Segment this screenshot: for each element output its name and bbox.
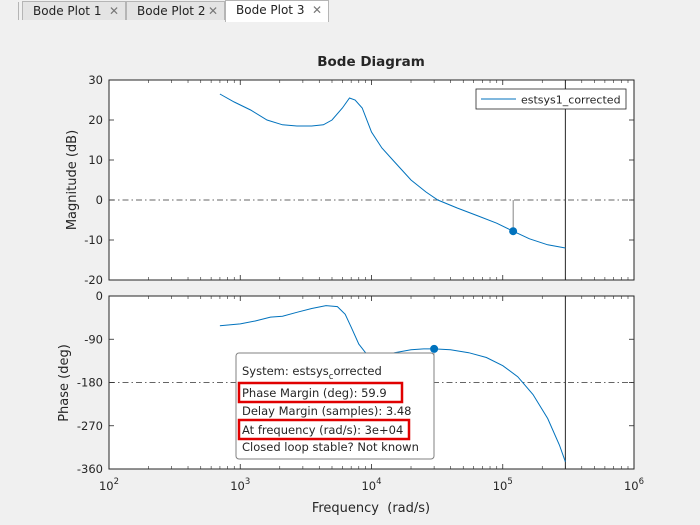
legend-label: estsys1_corrected [521,94,621,107]
gain-margin-marker[interactable] [509,227,518,236]
close-icon[interactable]: ✕ [108,4,119,18]
x-axis-label: Frequency (rad/s) [312,501,430,516]
y-tick-label: 10 [88,153,103,167]
phase-y-ticks: 0 -90 -180 -270 -360 [77,289,634,476]
datatip-delay-margin: Delay Margin (samples): 3.48 [242,404,411,418]
magnitude-series-line[interactable] [219,93,566,249]
tab-bode-plot-2[interactable]: Bode Plot 2 ✕ [126,1,225,20]
y-tick-label: 0 [96,193,103,207]
y-tick-label: -360 [77,462,103,476]
datatip[interactable]: System: estsyscorrected Phase Margin (de… [235,352,435,460]
y-tick-label: -20 [84,273,103,287]
x-tick-label: 106 [624,477,644,493]
magnitude-axes[interactable] [108,79,635,281]
y-tick-label: -270 [77,419,103,433]
datatip-at-frequency: At frequency (rad/s): 3e+04 [242,423,403,437]
y-tick-label: 30 [88,73,103,87]
y-tick-label: 0 [96,289,103,303]
y-tick-label: -90 [84,332,103,346]
x-ticks: 102 103 104 105 106 [99,80,644,493]
tab-bode-plot-3[interactable]: Bode Plot 3 ✕ [225,0,329,22]
x-tick-label: 102 [99,477,119,493]
y-tick-label: -10 [84,233,103,247]
y-tick-label: 20 [88,113,103,127]
tab-label: Bode Plot 2 [137,4,206,18]
tab-bar: Bode Plot 1 ✕ Bode Plot 2 ✕ Bode Plot 3 … [0,0,700,23]
x-tick-label: 103 [230,477,250,493]
at-frequency-highlight [237,418,411,441]
tab-grip[interactable] [0,2,19,20]
tab-label: Bode Plot 1 [33,4,102,18]
x-tick-label: 105 [493,477,513,493]
legend[interactable]: estsys1_corrected [475,88,627,110]
x-tick-label: 104 [361,477,381,493]
chart-title: Bode Diagram [317,54,425,70]
phase-margin-highlight [237,381,404,404]
close-icon[interactable]: ✕ [207,4,218,18]
phase-margin-marker[interactable] [430,344,439,353]
tab-label: Bode Plot 3 [236,3,305,17]
datatip-closed-loop: Closed loop stable? Not known [242,440,419,454]
magnitude-y-ticks: 30 20 10 0 -10 -20 [84,73,634,287]
magnitude-y-label: Magnitude (dB) [65,130,80,230]
datatip-system: System: estsyscorrected [242,364,382,382]
datatip-phase-margin: Phase Margin (deg): 59.9 [242,386,387,400]
phase-y-label: Phase (deg) [57,344,72,422]
close-icon[interactable]: ✕ [311,3,322,17]
tab-bode-plot-1[interactable]: Bode Plot 1 ✕ [22,1,126,20]
y-tick-label: -180 [77,376,103,390]
